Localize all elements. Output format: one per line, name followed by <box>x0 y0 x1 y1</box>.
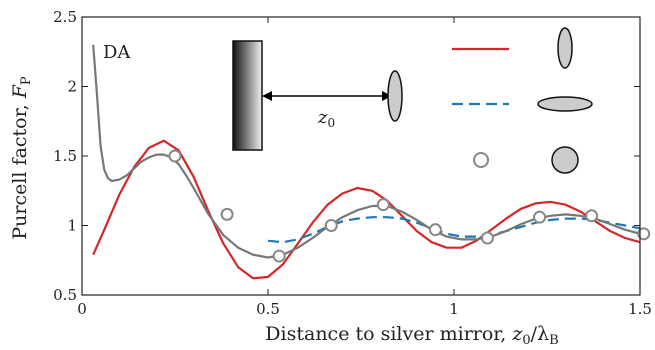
data-marker <box>533 210 547 224</box>
data-marker <box>428 223 442 237</box>
y-tick-label: 0.5 <box>53 286 77 304</box>
markers-group <box>168 149 651 263</box>
data-marker <box>480 231 494 245</box>
y-tick-label: 2 <box>67 78 77 96</box>
mirror-schematic: z0 <box>232 40 403 151</box>
z0-annotation: z0 <box>317 107 335 130</box>
legend-open-circle <box>473 152 489 168</box>
legend <box>452 27 593 174</box>
dipole-emitter <box>387 70 403 122</box>
x-axis-label: Distance to silver mirror, z0/λB <box>265 323 558 346</box>
da-label: DA <box>103 42 131 63</box>
data-marker <box>272 249 286 263</box>
legend-vertical-ellipse <box>557 27 573 69</box>
data-marker <box>168 149 182 163</box>
x-tick-label: 1.5 <box>628 300 652 318</box>
data-marker <box>324 219 338 232</box>
y-tick-label: 2.5 <box>53 8 77 26</box>
legend-filled-circle <box>551 146 579 174</box>
data-marker <box>220 207 234 221</box>
arrow-head-left <box>262 91 272 101</box>
y-tick-label: 1.5 <box>53 147 77 165</box>
y-axis-label: Purcell factor, FP <box>9 76 34 240</box>
arrow-head-right <box>382 91 392 101</box>
x-tick-label: 0 <box>77 300 87 318</box>
data-marker <box>376 198 390 212</box>
legend-horizontal-ellipse <box>537 96 593 112</box>
x-tick-label: 1 <box>449 300 459 318</box>
data-marker <box>637 227 651 241</box>
y-tick-label: 1 <box>67 217 77 235</box>
silver-mirror <box>232 40 263 151</box>
x-tick-label: 0.5 <box>256 300 280 318</box>
ticks-group: 0 0.5 1 1.50.511.522.5 <box>53 8 652 318</box>
series-line-1 <box>267 216 641 244</box>
series-line-2 <box>92 44 641 259</box>
data-marker <box>585 209 599 223</box>
